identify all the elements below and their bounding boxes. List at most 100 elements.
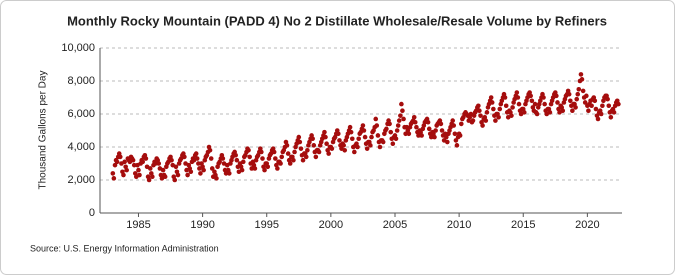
point: [122, 159, 127, 165]
point: [416, 133, 421, 138]
point: [198, 171, 203, 176]
point: [316, 149, 322, 155]
point: [368, 143, 373, 148]
point: [342, 148, 348, 153]
point: [452, 131, 458, 137]
point: [153, 161, 158, 166]
point: [484, 110, 490, 115]
x-tick-label: 2010: [447, 219, 471, 231]
point: [188, 169, 194, 175]
y-tick-label: 0: [89, 207, 95, 219]
y-tick-label: 2,000: [67, 174, 95, 186]
point: [356, 136, 361, 142]
point: [560, 108, 566, 113]
x-tick-label: 2020: [575, 219, 599, 231]
point: [399, 101, 404, 107]
point: [324, 141, 329, 146]
point: [584, 93, 589, 99]
point: [234, 157, 240, 163]
point: [582, 100, 588, 105]
point: [528, 93, 533, 99]
point: [491, 106, 496, 112]
point: [137, 172, 142, 178]
point: [428, 134, 434, 140]
point: [355, 144, 360, 150]
point: [364, 146, 370, 151]
point: [516, 101, 522, 107]
point: [117, 154, 123, 160]
point: [337, 138, 342, 143]
point: [514, 90, 520, 95]
point: [226, 171, 232, 176]
point: [292, 149, 297, 155]
y-tick-label: 10,000: [61, 42, 95, 54]
x-tick-label: 2000: [319, 219, 343, 231]
point: [454, 143, 460, 148]
point: [303, 154, 309, 160]
point: [574, 96, 580, 102]
point: [374, 123, 380, 128]
point: [542, 101, 547, 107]
point: [111, 176, 117, 181]
point: [593, 106, 599, 112]
point: [439, 128, 445, 133]
point: [534, 111, 540, 117]
chart-title: Monthly Rocky Mountain (PADD 4) No 2 Dis…: [67, 13, 607, 28]
point: [259, 149, 264, 155]
x-tick-label: 2005: [383, 219, 407, 231]
point: [175, 172, 181, 178]
point: [380, 139, 386, 145]
point: [207, 148, 213, 153]
point: [273, 156, 278, 161]
point: [568, 98, 573, 104]
point: [575, 91, 581, 97]
point: [451, 123, 457, 128]
point: [209, 166, 215, 171]
point: [114, 159, 120, 165]
point: [265, 164, 271, 170]
point: [445, 139, 450, 145]
point: [532, 101, 538, 107]
point: [433, 128, 438, 133]
point: [169, 157, 174, 163]
point: [395, 123, 401, 128]
point: [555, 100, 560, 105]
x-tick-label: 1995: [254, 219, 278, 231]
point: [377, 144, 383, 150]
point: [611, 110, 617, 115]
point: [589, 103, 594, 109]
point: [349, 136, 355, 142]
point: [398, 113, 403, 118]
point: [450, 118, 456, 123]
x-tick-label: 1990: [190, 219, 214, 231]
point: [360, 123, 366, 128]
point: [193, 151, 199, 156]
point: [329, 146, 335, 151]
point: [287, 161, 293, 166]
y-axis-label: Thousand Gallons per Day: [38, 71, 49, 190]
point: [121, 172, 126, 178]
point: [297, 139, 303, 145]
point: [323, 134, 328, 140]
point: [143, 156, 149, 161]
point: [172, 177, 178, 183]
point: [403, 131, 408, 137]
point: [489, 100, 495, 105]
point: [578, 72, 584, 77]
point: [347, 124, 353, 130]
y-tick-label: 8,000: [67, 75, 95, 87]
point: [173, 164, 179, 170]
point: [150, 174, 155, 179]
point: [196, 161, 201, 166]
point: [605, 96, 610, 102]
x-tick-label: 1985: [126, 219, 150, 231]
point: [595, 116, 601, 122]
point: [566, 91, 572, 97]
point: [285, 151, 291, 156]
point: [443, 134, 449, 140]
x-tick-label: 2015: [511, 219, 535, 231]
point: [400, 108, 405, 113]
point: [394, 128, 400, 133]
point: [600, 103, 605, 109]
